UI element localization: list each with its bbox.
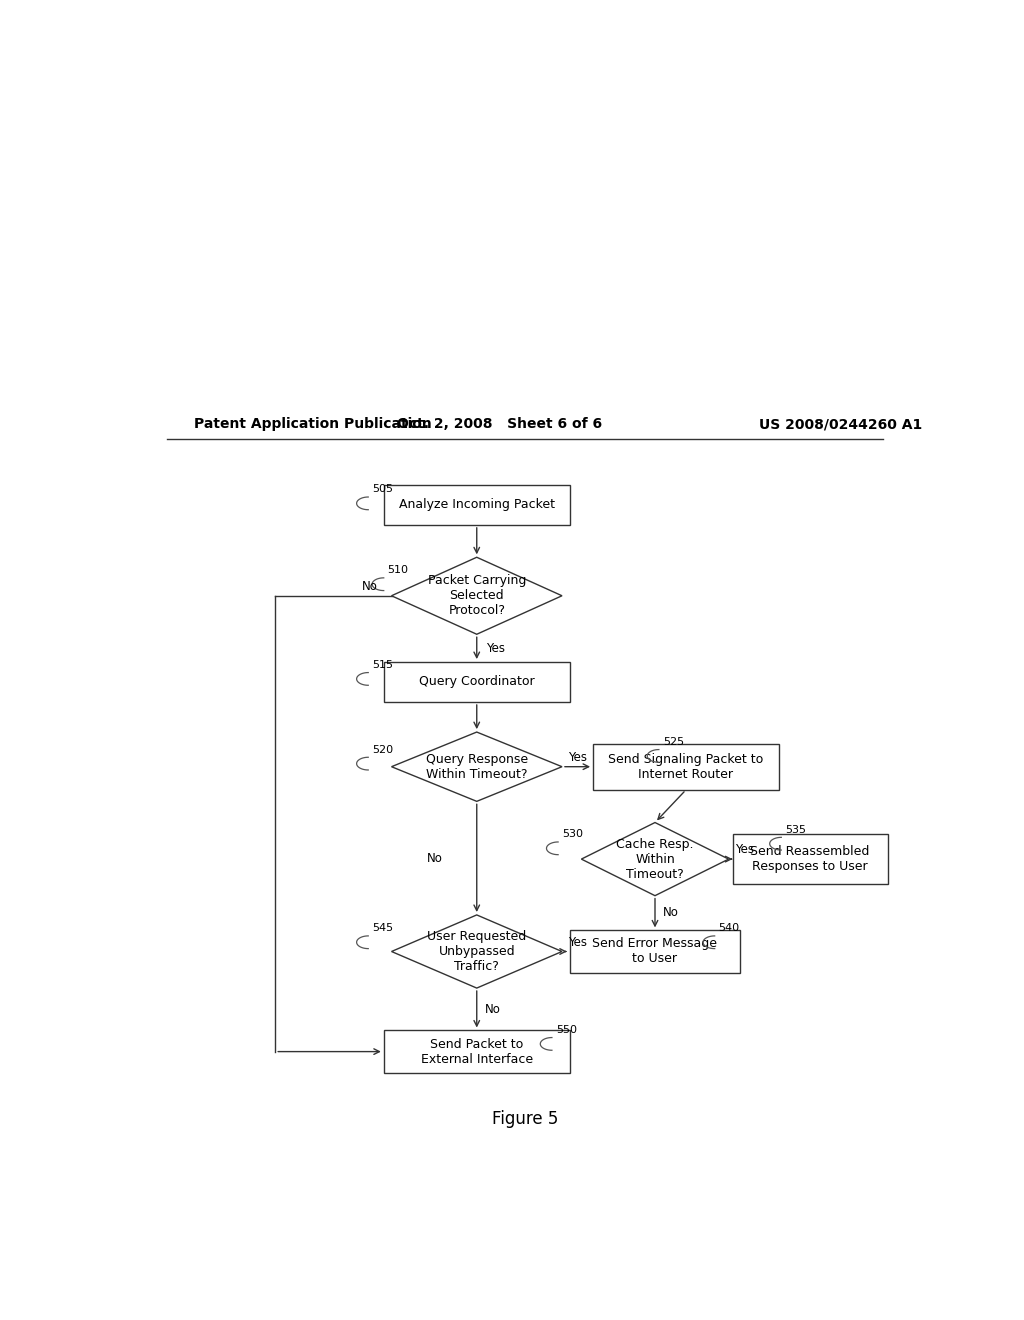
FancyBboxPatch shape xyxy=(384,663,569,702)
Text: Yes: Yes xyxy=(486,642,505,655)
Text: 550: 550 xyxy=(556,1026,577,1035)
FancyBboxPatch shape xyxy=(732,834,888,884)
Text: Query Coordinator: Query Coordinator xyxy=(419,676,535,689)
Text: 515: 515 xyxy=(372,660,393,671)
Text: No: No xyxy=(484,1003,501,1016)
Text: Patent Application Publication: Patent Application Publication xyxy=(194,417,432,432)
Text: Query Response
Within Timeout?: Query Response Within Timeout? xyxy=(426,752,527,780)
Text: US 2008/0244260 A1: US 2008/0244260 A1 xyxy=(760,417,923,432)
FancyBboxPatch shape xyxy=(593,743,779,789)
Text: Cache Resp.
Within
Timeout?: Cache Resp. Within Timeout? xyxy=(616,838,693,880)
Text: Yes: Yes xyxy=(735,843,754,857)
Text: 535: 535 xyxy=(785,825,806,834)
Polygon shape xyxy=(582,822,729,896)
Text: User Requested
Unbypassed
Traffic?: User Requested Unbypassed Traffic? xyxy=(427,931,526,973)
Text: Send Signaling Packet to
Internet Router: Send Signaling Packet to Internet Router xyxy=(608,752,764,780)
Text: Send Packet to
External Interface: Send Packet to External Interface xyxy=(421,1038,532,1065)
Polygon shape xyxy=(391,733,562,801)
Text: 525: 525 xyxy=(663,737,684,747)
Text: No: No xyxy=(663,907,679,920)
Text: 530: 530 xyxy=(562,829,583,840)
Text: Send Reassembled
Responses to User: Send Reassembled Responses to User xyxy=(751,845,869,873)
Text: Yes: Yes xyxy=(568,751,587,764)
Text: Yes: Yes xyxy=(568,936,587,949)
Text: 520: 520 xyxy=(372,744,393,755)
Text: No: No xyxy=(426,851,442,865)
Text: Oct. 2, 2008   Sheet 6 of 6: Oct. 2, 2008 Sheet 6 of 6 xyxy=(397,417,602,432)
Text: Analyze Incoming Packet: Analyze Incoming Packet xyxy=(398,499,555,511)
Text: 545: 545 xyxy=(372,924,393,933)
Polygon shape xyxy=(391,557,562,635)
FancyBboxPatch shape xyxy=(569,931,740,973)
Text: Figure 5: Figure 5 xyxy=(492,1110,558,1129)
Text: 510: 510 xyxy=(388,565,409,576)
Polygon shape xyxy=(391,915,562,989)
FancyBboxPatch shape xyxy=(384,1031,569,1073)
FancyBboxPatch shape xyxy=(384,484,569,525)
Text: Packet Carrying
Selected
Protocol?: Packet Carrying Selected Protocol? xyxy=(428,574,526,618)
Text: 540: 540 xyxy=(719,924,739,933)
Text: 505: 505 xyxy=(372,484,393,495)
Text: Send Error Message
to User: Send Error Message to User xyxy=(593,937,718,965)
Text: No: No xyxy=(361,579,378,593)
